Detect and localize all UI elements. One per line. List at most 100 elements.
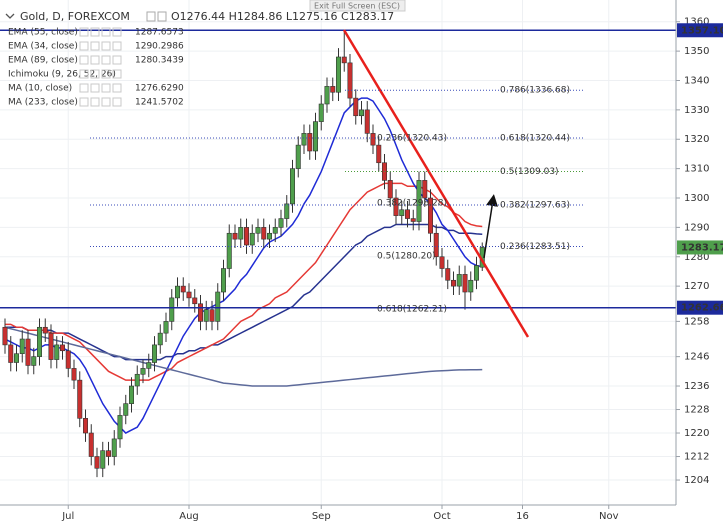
candle-body [77, 379, 83, 419]
y-tick-label: 1212 [684, 452, 709, 463]
icon [90, 55, 100, 65]
icon [79, 83, 89, 93]
candle-body [198, 303, 204, 322]
candle-body [117, 415, 123, 440]
icon [101, 27, 111, 37]
indicator-value: 1241.5702 [135, 98, 184, 108]
candle-body [278, 218, 284, 228]
icon [112, 97, 122, 107]
candle-body [100, 450, 106, 469]
candle-body [2, 326, 8, 346]
icon [90, 97, 100, 107]
x-tick-label: Jul [61, 511, 74, 522]
candle-body [399, 209, 405, 216]
y-tick-label: 1340 [684, 75, 709, 86]
indicator-line [4, 97, 483, 434]
candle-body [163, 321, 169, 334]
candle-body [221, 268, 227, 293]
drawings: 0.786(1336.68) 0.618(1320.44) 0.5(1309.03)… [90, 29, 583, 338]
icon [112, 83, 122, 93]
indicator-name: MA (10, close) [8, 84, 72, 94]
x-tick-label: Sep [312, 511, 331, 522]
trend-line [342, 29, 530, 338]
fib-label: 0.5(1309.03) [500, 167, 559, 177]
x-tick-label: Nov [599, 511, 619, 522]
candle-body [272, 227, 278, 234]
icon [79, 41, 89, 51]
icon [112, 55, 122, 65]
candle-body [54, 344, 60, 360]
price-label-box [677, 23, 723, 38]
indicator-value: 1287.6573 [135, 28, 184, 38]
y-tick-label: 1258 [684, 316, 709, 327]
candle-body [370, 133, 376, 146]
candle-body [255, 227, 261, 234]
candle-body [111, 438, 117, 457]
candle-body [312, 121, 318, 152]
indicator-name: EMA (34, close) [8, 42, 78, 52]
icon [90, 83, 100, 93]
candle-body [88, 432, 94, 457]
candle-body [393, 197, 399, 216]
candle-body [42, 326, 48, 334]
candle-body [106, 450, 112, 457]
last-price-label: 1283.17 [681, 242, 723, 253]
candle-body [318, 103, 324, 122]
candle-body [244, 227, 250, 246]
y-tick-label: 1236 [684, 381, 709, 392]
icon [112, 69, 122, 79]
candle-body [25, 338, 31, 366]
candle-body [445, 268, 451, 281]
indicator-line [4, 326, 483, 387]
icon [79, 27, 89, 37]
icon [112, 41, 122, 51]
icon [90, 69, 100, 79]
axes: 1360 1350 1340 1330 1320 1310 1300 1290 1280 1270… [61, 17, 723, 522]
exit-fullscreen[interactable] [309, 0, 406, 12]
candle-body [36, 326, 42, 357]
fib-label: 0.5(1280.20) [377, 252, 436, 262]
y-tick-label: 1310 [684, 164, 709, 175]
candle-body [134, 373, 140, 387]
y-tick-label: 1290 [684, 222, 709, 233]
candle-body [462, 274, 468, 293]
candle-body [157, 332, 163, 346]
candle-body [335, 56, 341, 93]
candle-body [450, 279, 456, 287]
candle-body [31, 356, 37, 366]
candle-body [249, 232, 255, 246]
candle-body [123, 403, 129, 416]
y-tick-label: 1300 [684, 193, 709, 204]
fib-label: 0.618(1320.44) [500, 133, 570, 143]
price-label-box [677, 300, 723, 315]
candle-body [473, 265, 479, 281]
ohlc-header: O1276.44 H1284.86 L1275.16 C1283.17 [171, 10, 394, 23]
candle-body [65, 350, 71, 369]
candle-body [146, 362, 152, 369]
candle-body [129, 385, 135, 404]
y-tick-label: 1228 [684, 405, 709, 416]
candle-body [209, 309, 215, 322]
indicator-name: Ichimoku (9, 26, 52, 26) [8, 70, 116, 80]
candle-body [83, 418, 89, 434]
candle-body [232, 232, 238, 240]
collapse-icon [5, 13, 15, 19]
candle-body [140, 368, 146, 375]
candle-body [14, 353, 20, 363]
x-tick-label: 16 [516, 511, 529, 522]
symbol-title: Gold, D, FOREXCOM [20, 10, 130, 23]
legend: Gold, D, FOREXCOM O1276.44 H1284.86 L127… [5, 10, 394, 108]
y-tick-label: 1330 [684, 105, 709, 116]
y-tick-label: 1204 [684, 475, 709, 486]
candle-body [358, 109, 364, 117]
icon [112, 27, 122, 37]
candle-body [8, 344, 14, 363]
indicator-value: 1280.3439 [135, 56, 184, 66]
y-tick-label: 1270 [684, 281, 709, 292]
candle-body [433, 232, 439, 258]
fib-label: 0.236(1283.51) [500, 242, 570, 252]
y-tick-label: 1360 [684, 17, 709, 28]
candle-body [59, 344, 65, 352]
indicator-name: EMA (89, close) [8, 56, 78, 66]
candle-body [284, 203, 290, 219]
